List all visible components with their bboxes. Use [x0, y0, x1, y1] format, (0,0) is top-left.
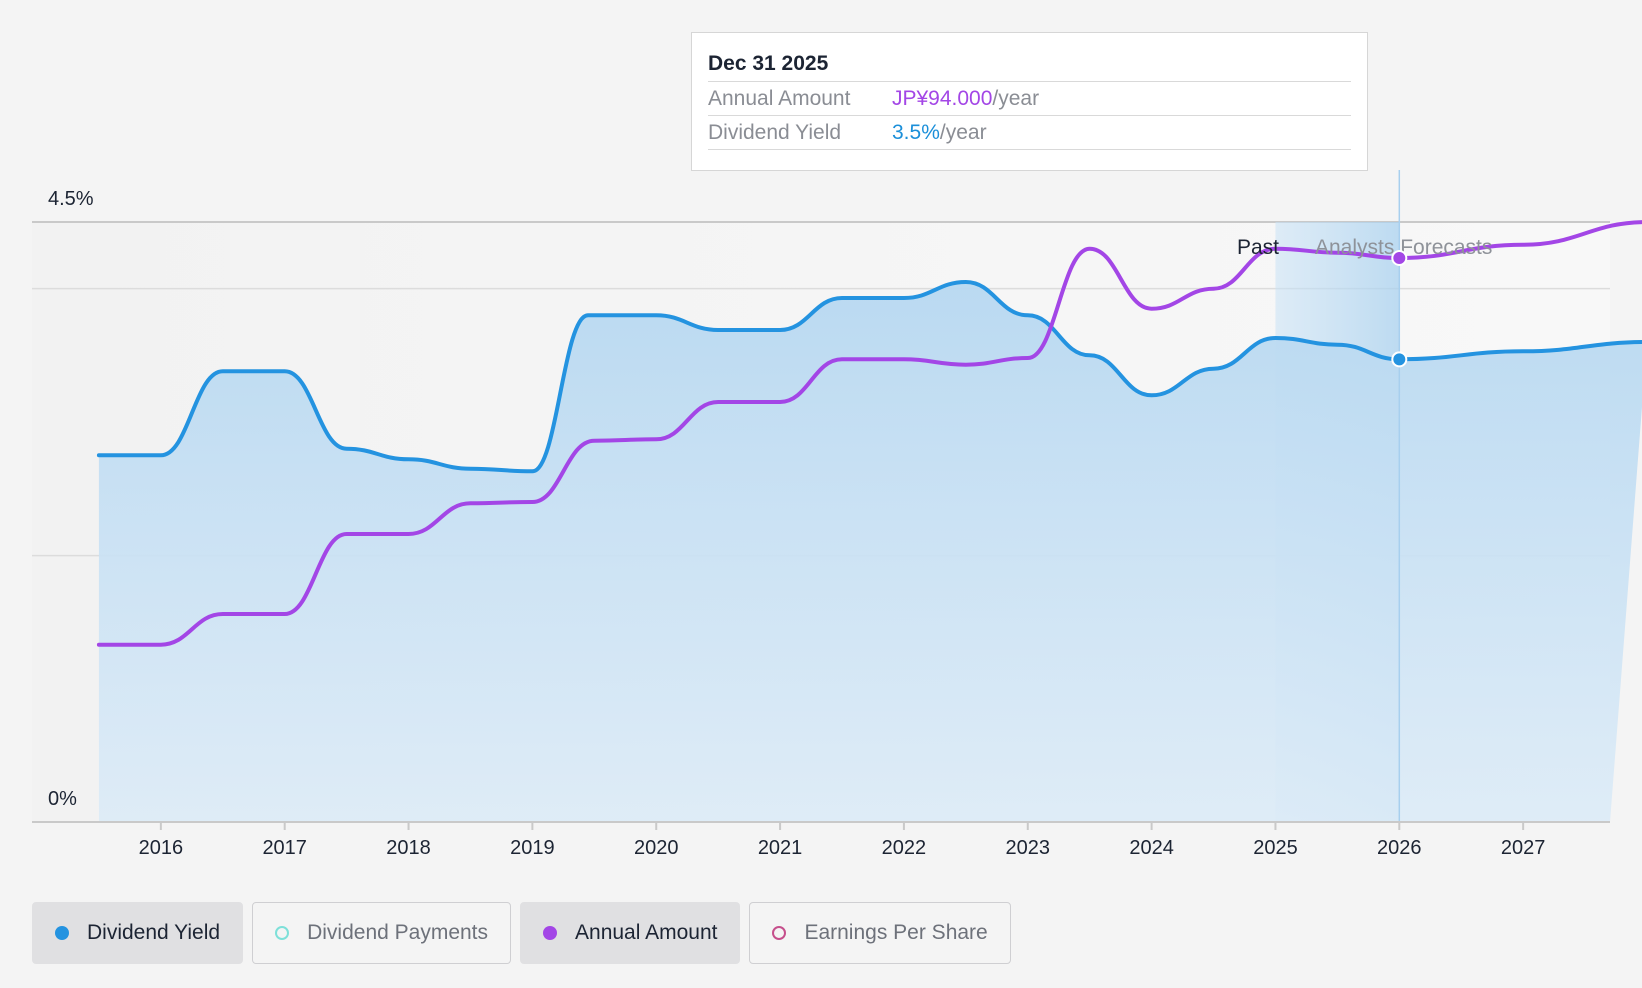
tooltip-unit: /year	[992, 87, 1040, 110]
past-zone-label: Past	[1237, 236, 1279, 259]
x-tick-label: 2024	[1129, 837, 1174, 859]
x-tick-label: 2019	[510, 837, 555, 859]
legend: Dividend Yield Dividend Payments Annual …	[32, 902, 1011, 964]
tooltip-row-annual-amount: Annual Amount JP¥94.000/year	[708, 82, 1351, 116]
tooltip-value: JP¥94.000	[892, 87, 993, 110]
annual-amount-dot-icon	[543, 926, 558, 940]
legend-label: Dividend Payments	[307, 921, 489, 944]
earnings-per-share-ring-icon	[772, 926, 787, 940]
tooltip-key: Annual Amount	[708, 87, 851, 110]
dividend-yield-dot-icon	[55, 926, 69, 940]
x-axis: 2016 2017 2018 2019 2020 2021 2022 2023 2024 2025…	[32, 821, 1610, 859]
x-tick-label: 2022	[882, 837, 927, 859]
legend-label: Earnings Per Share	[804, 921, 988, 944]
x-tick-label: 2018	[386, 837, 431, 859]
legend-earnings-per-share[interactable]: Earnings Per Share	[749, 902, 1011, 964]
x-tick-label: 2027	[1501, 837, 1546, 859]
x-tick-label: 2026	[1377, 837, 1422, 859]
dividend-yield-line	[96, 279, 1642, 474]
x-tick-label: 2020	[634, 837, 679, 859]
tooltip-card: Dec 31 2025 Annual Amount JP¥94.000/year…	[691, 32, 1368, 171]
legend-annual-amount[interactable]: Annual Amount	[520, 902, 741, 964]
y-label-top: 4.5%	[48, 188, 94, 210]
tooltip-value: 3.5%	[892, 121, 940, 144]
legend-label: Annual Amount	[575, 921, 718, 944]
y-label-bottom: 0%	[48, 788, 77, 810]
dividend-payments-ring-icon	[275, 926, 290, 940]
tooltip-key: Dividend Yield	[708, 121, 842, 144]
legend-label: Dividend Yield	[87, 921, 221, 944]
x-tick-label: 2016	[139, 837, 184, 859]
annual-amount-marker	[1391, 250, 1408, 266]
dividend-yield-area	[98, 282, 1642, 822]
annual-amount-line	[96, 220, 1642, 647]
tooltip-unit: /year	[939, 121, 987, 144]
x-tick-label: 2023	[1006, 837, 1051, 859]
tooltip-row-dividend-yield: Dividend Yield 3.5%/year	[708, 116, 1351, 150]
legend-dividend-payments[interactable]: Dividend Payments	[252, 902, 512, 964]
x-tick-label: 2017	[262, 837, 307, 859]
legend-dividend-yield[interactable]: Dividend Yield	[32, 902, 244, 964]
tooltip-date: Dec 31 2025	[708, 47, 1351, 82]
dividend-yield-marker	[1391, 351, 1408, 368]
forecast-zone-label: Analysts Forecasts	[1315, 236, 1492, 259]
dividend-chart: 2016 2017 2018 2019 2020 2021 2022 2023 2024 2025…	[32, 170, 1642, 859]
x-tick-label: 2021	[758, 837, 803, 859]
x-tick-label: 2025	[1253, 837, 1298, 859]
